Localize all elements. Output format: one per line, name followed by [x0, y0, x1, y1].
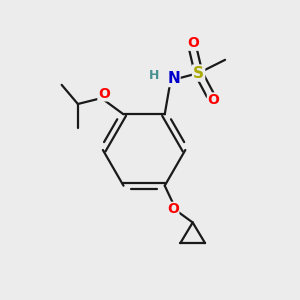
Text: O: O	[187, 36, 199, 50]
Text: S: S	[193, 66, 204, 81]
Text: H: H	[149, 69, 160, 82]
Text: O: O	[167, 202, 179, 216]
Text: O: O	[207, 93, 219, 107]
Text: N: N	[167, 71, 180, 86]
Text: O: O	[98, 87, 110, 101]
